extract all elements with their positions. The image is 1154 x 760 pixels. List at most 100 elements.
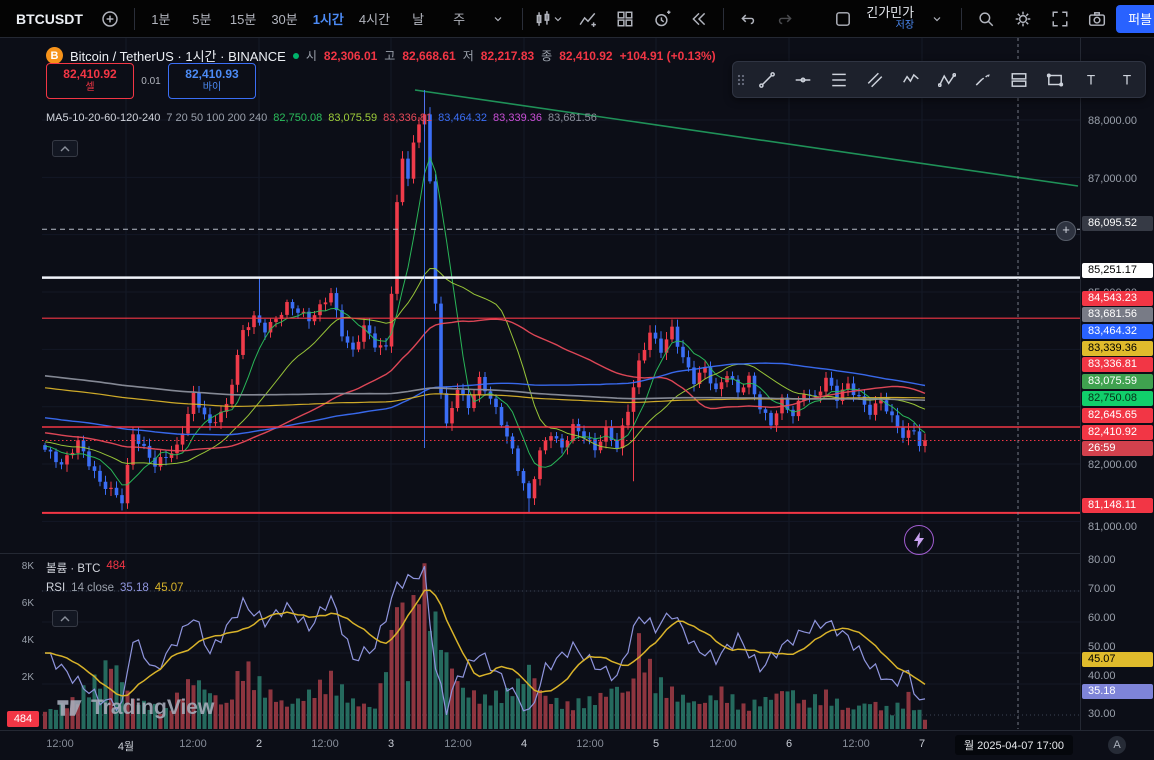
price-axis-label: 81,000.00 bbox=[1088, 521, 1137, 533]
timeframe-button-주[interactable]: 주 bbox=[453, 12, 466, 27]
ma-value: 83,681.56 bbox=[547, 112, 597, 124]
countdown-badge[interactable]: 26:59 bbox=[1082, 441, 1153, 456]
wave-tool[interactable] bbox=[893, 63, 929, 96]
compare-add-symbol-icon[interactable] bbox=[92, 5, 128, 33]
price-badge[interactable]: 84,543.23 bbox=[1082, 291, 1153, 306]
svg-text:T: T bbox=[1123, 72, 1131, 87]
collapse-indicator-pane-button[interactable] bbox=[52, 610, 78, 627]
svg-text:T: T bbox=[1087, 72, 1095, 87]
pane-divider[interactable] bbox=[0, 553, 1080, 554]
price-badge[interactable]: 35.18 bbox=[1082, 684, 1153, 699]
rectangle-tool[interactable] bbox=[1037, 63, 1073, 96]
ma-name: MA5-10-20-60-120-240 bbox=[46, 112, 161, 124]
ma-value: 83,075.59 bbox=[328, 112, 378, 124]
rsi-value: 35.18 bbox=[120, 582, 149, 594]
time-axis-label: 12:00 bbox=[311, 738, 339, 750]
sell-button[interactable]: 82,410.92 셀 bbox=[46, 63, 134, 99]
ohlc-values: 시 82,306.01 고 82,668.61 저 82,217.83 종 82,410.92… bbox=[306, 47, 716, 64]
account-menu[interactable]: 긴가민가 저장 bbox=[862, 6, 918, 32]
buy-button[interactable]: 82,410.93 바이 bbox=[168, 63, 256, 99]
layout-square-icon[interactable] bbox=[825, 5, 861, 33]
time-axis[interactable]: 월 2025-04-07 17:00 A 12:00 4월 12:00 2 12:00 3… bbox=[0, 730, 1154, 760]
time-axis-label: 7 bbox=[918, 738, 926, 750]
price-badge[interactable]: 45.07 bbox=[1082, 652, 1153, 667]
price-badge[interactable]: 83,075.59 bbox=[1082, 374, 1153, 389]
fullscreen-icon[interactable] bbox=[1042, 5, 1078, 33]
volume-legend[interactable]: 볼륨 · BTC 484 bbox=[46, 560, 126, 576]
save-label[interactable]: 저장 bbox=[895, 19, 915, 31]
undo-icon[interactable] bbox=[730, 5, 766, 33]
time-axis-label: 12:00 bbox=[842, 738, 870, 750]
volume-title: 볼륨 · BTC bbox=[46, 563, 101, 575]
symbol-title[interactable]: Bitcoin / TetherUS · 1시간 · BINANCE bbox=[70, 49, 286, 64]
camera-icon[interactable] bbox=[1079, 5, 1115, 33]
chevron-down-icon[interactable] bbox=[919, 5, 955, 33]
ohlc-label: 고 bbox=[384, 49, 396, 63]
trend-line-tool[interactable] bbox=[749, 63, 785, 96]
horizontal-line-tool[interactable] bbox=[785, 63, 821, 96]
ohlc-value: 82,410.92 bbox=[559, 48, 613, 63]
ohlc-label: 저 bbox=[462, 49, 474, 63]
timeframe-button-5분[interactable]: 5분 bbox=[192, 12, 212, 27]
chevron-down-icon[interactable] bbox=[480, 5, 516, 33]
zigzag-tool[interactable] bbox=[929, 63, 965, 96]
bitcoin-icon: B bbox=[46, 47, 63, 64]
time-axis-label: 12:00 bbox=[179, 738, 207, 750]
text-tool[interactable]: T bbox=[1073, 63, 1109, 96]
grid-layout-icon[interactable] bbox=[607, 5, 643, 33]
watermark-text: TradingView bbox=[91, 696, 215, 719]
price-badge[interactable]: 83,336.81 bbox=[1082, 357, 1153, 372]
timeframe-button-15분[interactable]: 15분 bbox=[229, 12, 257, 27]
price-badge[interactable]: 83,339.36 bbox=[1082, 341, 1153, 356]
time-axis-label: 6 bbox=[785, 738, 793, 750]
gear-icon[interactable] bbox=[1005, 5, 1041, 33]
symbol-button[interactable]: BTCUSDT bbox=[16, 10, 83, 27]
rsi-legend[interactable]: RSI 14 close 35.18 45.07 bbox=[46, 582, 184, 594]
long-position-tool[interactable] bbox=[1001, 63, 1037, 96]
volume-current-badge: 484 bbox=[7, 711, 39, 727]
redo-icon[interactable] bbox=[767, 5, 803, 33]
ma-values: 82,750.08 83,075.59 83,336.81 83,464.32 83,3… bbox=[273, 112, 597, 124]
axis-settings-button[interactable]: A bbox=[1108, 736, 1126, 754]
lightning-quick-trade-button[interactable] bbox=[904, 525, 934, 555]
timeframe-button-4시간[interactable]: 4시간 bbox=[358, 12, 391, 27]
price-badge[interactable]: 82,645.65 bbox=[1082, 408, 1153, 423]
ma-value: 83,464.32 bbox=[438, 112, 488, 124]
price-badge[interactable]: 85,251.17 bbox=[1082, 263, 1153, 278]
price-badge[interactable]: 82,750.08 bbox=[1082, 391, 1153, 406]
text-2-tool[interactable]: T bbox=[1109, 63, 1145, 96]
time-axis-label: 5 bbox=[652, 738, 660, 750]
timeframe-button-1분[interactable]: 1분 bbox=[151, 12, 171, 27]
quick-search-icon[interactable] bbox=[968, 5, 1004, 33]
parallel-channel-tool[interactable] bbox=[857, 63, 893, 96]
market-open-dot-icon bbox=[292, 52, 299, 59]
timeframe-button-1시간[interactable]: 1시간 bbox=[312, 12, 344, 27]
ma-legend[interactable]: MA5-10-20-60-120-240 7 20 50 100 200 240… bbox=[46, 112, 597, 124]
price-badge[interactable]: 83,464.32 bbox=[1082, 324, 1153, 339]
account-name: 긴가민가 bbox=[866, 4, 915, 20]
drag-handle[interactable] bbox=[733, 63, 749, 96]
forecast-tool[interactable] bbox=[965, 63, 1001, 96]
price-axis[interactable]: 88,000.0087,000.0085,000.0082,000.0081,0… bbox=[1080, 36, 1154, 730]
price-badge[interactable]: 86,095.52 bbox=[1082, 216, 1153, 231]
timeframe-button-30분[interactable]: 30분 bbox=[271, 12, 298, 27]
price-badge[interactable]: 81,148.11 bbox=[1082, 498, 1153, 513]
rsi-params: 14 close bbox=[71, 582, 115, 594]
symbol-legend: B Bitcoin / TetherUS · 1시간 · BINANCE 시 82… bbox=[46, 46, 716, 65]
price-badge[interactable]: 83,681.56 bbox=[1082, 307, 1153, 322]
replay-icon[interactable] bbox=[681, 5, 717, 33]
publish-button[interactable]: 퍼블 bbox=[1116, 4, 1154, 33]
chart-type-candles-icon[interactable] bbox=[529, 5, 569, 33]
collapse-main-pane-button[interactable] bbox=[52, 140, 78, 157]
price-axis-label: 80.00 bbox=[1088, 554, 1116, 566]
add-alert-plus-button[interactable]: + bbox=[1056, 221, 1076, 241]
price-badge[interactable]: 82,410.92 bbox=[1082, 425, 1153, 440]
ma-params: 7 20 50 100 200 240 bbox=[166, 112, 268, 124]
fib-retracement-tool[interactable] bbox=[821, 63, 857, 96]
timeframe-button-날[interactable]: 날 bbox=[412, 12, 425, 27]
alert-icon[interactable] bbox=[644, 5, 680, 33]
indicators-icon[interactable] bbox=[570, 5, 606, 33]
price-axis-label: 60.00 bbox=[1088, 612, 1116, 624]
